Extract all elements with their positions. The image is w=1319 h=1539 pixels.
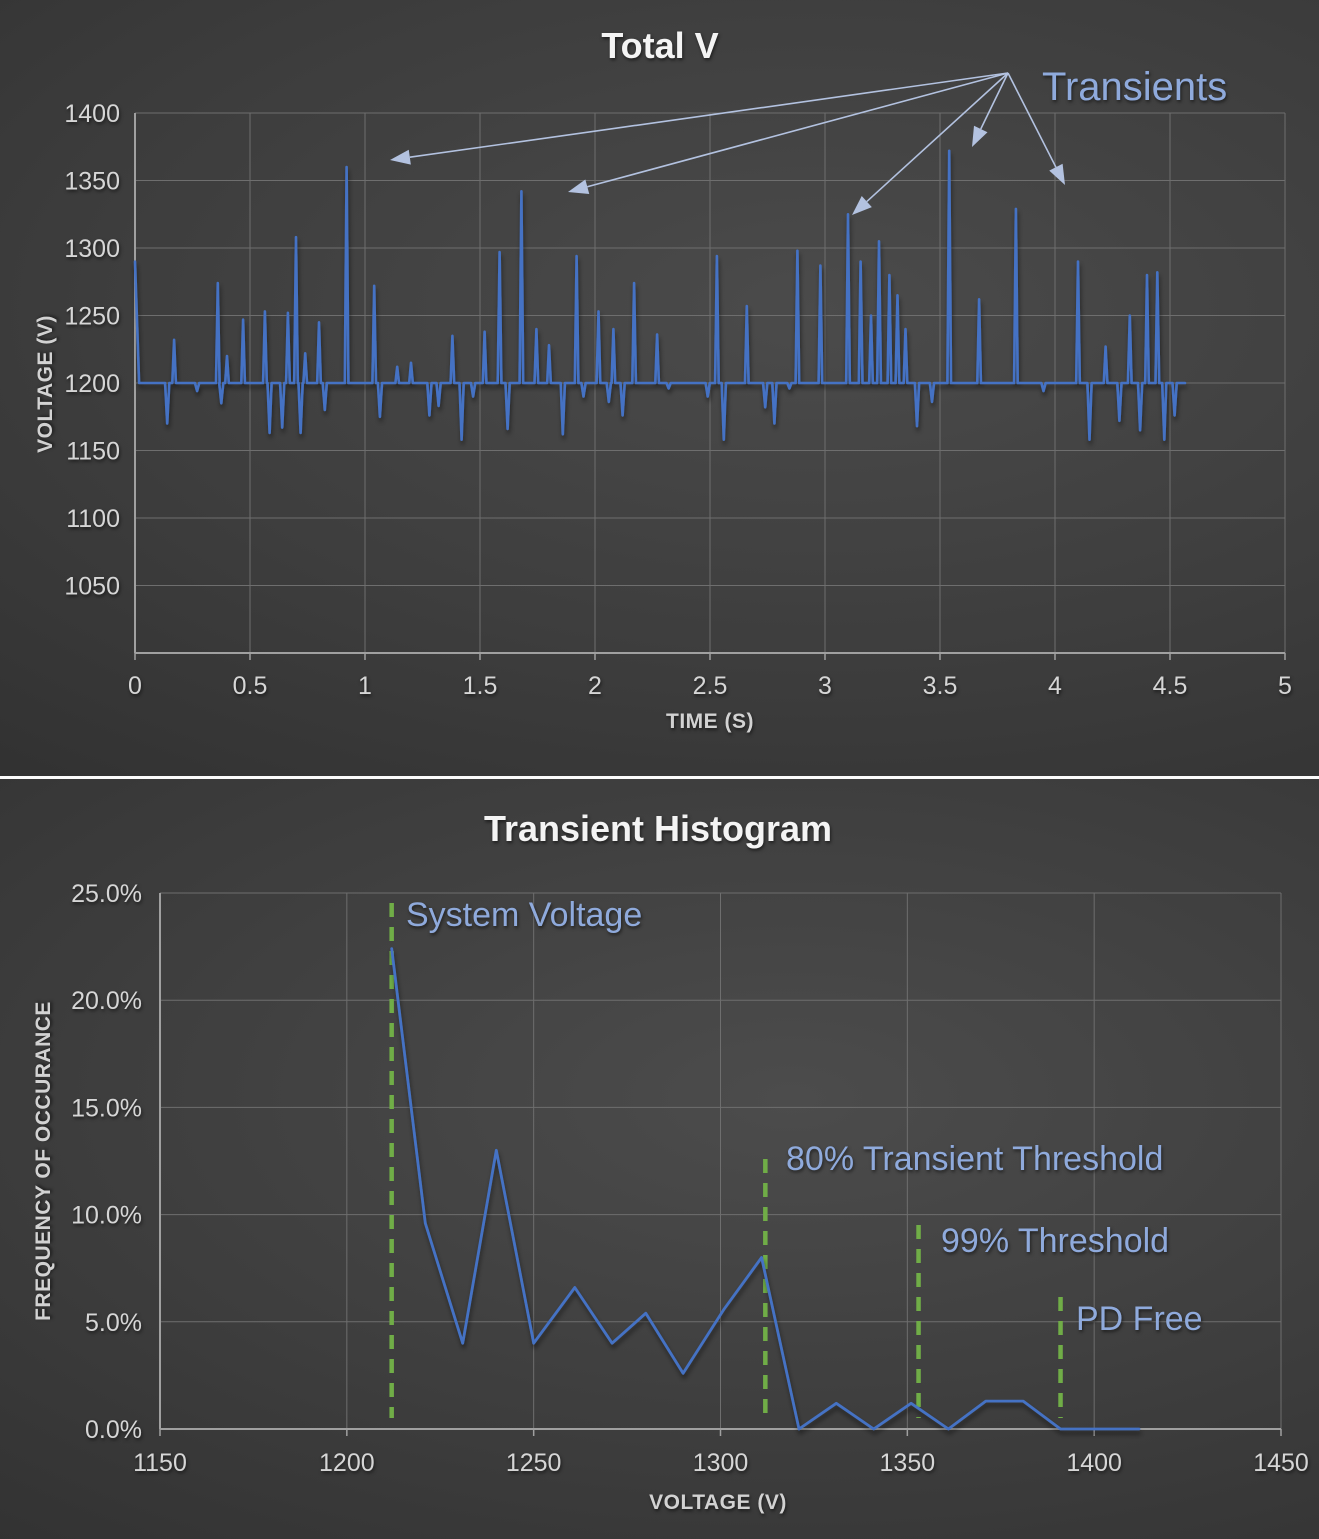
x-tick-label: 1450	[1253, 1449, 1309, 1477]
x-tick-label: 2	[588, 672, 602, 700]
transient-arrowhead	[568, 179, 590, 195]
x-tick-label: 2.5	[693, 672, 728, 700]
threshold-label-1: System Voltage	[406, 896, 642, 934]
x-tick-label: 1400	[1066, 1449, 1122, 1477]
transient-arrow	[587, 72, 1009, 188]
series-line-total-v	[133, 149, 1187, 441]
y-tick-label: 1350	[64, 168, 120, 196]
x-tick-label: 4	[1048, 672, 1062, 700]
chart-title-total-v: Total V	[601, 25, 718, 66]
y-axis-title: FREQUENCY OF OCCURANCE	[32, 1001, 55, 1321]
x-tick-label: 5	[1278, 672, 1292, 700]
threshold-label-2: 80% Transient Threshold	[786, 1140, 1163, 1178]
y-tick-label: 25.0%	[71, 880, 142, 908]
x-tick-label: 3	[818, 672, 832, 700]
transient-arrowhead	[1049, 163, 1065, 185]
transient-arrow	[866, 72, 1009, 203]
y-tick-label: 15.0%	[71, 1094, 142, 1122]
y-tick-label: 5.0%	[85, 1309, 142, 1337]
x-tick-label: 1250	[506, 1449, 562, 1477]
transients-label: Transients	[1042, 65, 1227, 109]
x-tick-label: 1200	[319, 1449, 375, 1477]
y-tick-label: 1050	[64, 573, 120, 601]
y-tick-label: 1250	[64, 303, 120, 331]
transient-arrow	[409, 72, 1009, 159]
y-tick-label: 20.0%	[71, 987, 142, 1015]
x-tick-label: 1300	[693, 1449, 749, 1477]
transient-arrowhead	[972, 125, 988, 147]
y-tick-label: 0.0%	[85, 1416, 142, 1444]
x-tick-label: 3.5	[923, 672, 958, 700]
y-tick-label: 1150	[66, 438, 120, 466]
transient-arrowhead	[390, 149, 411, 165]
panel-divider	[0, 776, 1319, 779]
x-axis-title: TIME (S)	[666, 710, 754, 733]
x-tick-label: 1	[358, 672, 372, 700]
chart-panel-total-v: 0 0.5 1 1.5 2 2.5 3 3.5 4 4.5 5 1400 1350 1300 1250 120…	[0, 0, 1319, 776]
x-tick-label: 0.5	[233, 672, 268, 700]
transient-histogram-chart: 1150 1200 1250 1300 1350 1400 1450 25.0% 20.0% 15…	[32, 808, 1309, 1514]
y-tick-label: 1100	[66, 505, 120, 533]
y-axis-title: VOLTAGE (V)	[34, 315, 57, 453]
x-axis-title: VOLTAGE (V)	[649, 1491, 787, 1514]
chart-panel-histogram: 1150 1200 1250 1300 1350 1400 1450 25.0% 20.0% 15…	[0, 779, 1319, 1539]
transient-arrow	[980, 72, 1009, 130]
total-v-chart: 0 0.5 1 1.5 2 2.5 3 3.5 4 4.5 5 1400 1350 1300 1250 120…	[34, 25, 1292, 733]
threshold-label-4: PD Free	[1076, 1300, 1203, 1338]
transient-arrow	[1007, 72, 1057, 168]
x-tick-label: 1.5	[463, 672, 498, 700]
y-tick-label: 1200	[64, 370, 120, 398]
x-tick-label: 4.5	[1153, 672, 1188, 700]
y-tick-label: 1400	[64, 100, 120, 128]
y-tick-label: 1300	[64, 235, 120, 263]
transient-arrowhead	[852, 195, 872, 215]
series-line-histogram	[390, 947, 1141, 1431]
chart-title-histogram: Transient Histogram	[484, 808, 832, 849]
threshold-label-3: 99% Threshold	[941, 1222, 1169, 1260]
y-tick-label: 10.0%	[71, 1202, 142, 1230]
x-tick-label: 1150	[133, 1449, 187, 1477]
x-tick-label: 1350	[880, 1449, 936, 1477]
x-tick-label: 0	[128, 672, 142, 700]
